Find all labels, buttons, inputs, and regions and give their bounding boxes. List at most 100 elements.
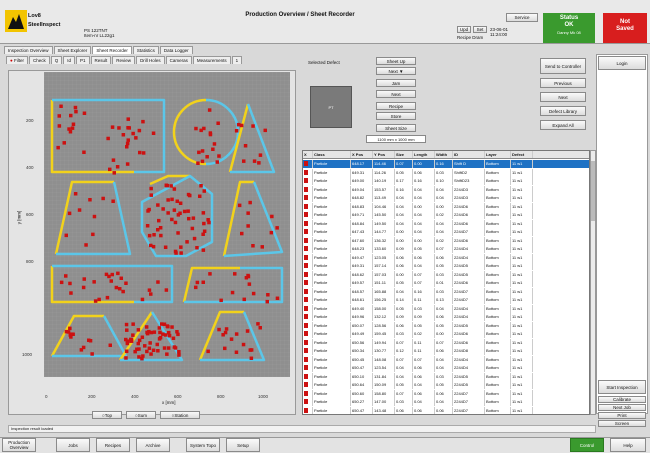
defect-marker[interactable] (192, 236, 197, 241)
defect-marker[interactable] (146, 209, 150, 213)
defect-marker[interactable] (158, 226, 163, 230)
defect-marker[interactable] (202, 189, 207, 193)
defect-marker[interactable] (159, 233, 163, 238)
defect-marker[interactable] (116, 271, 120, 276)
table-row[interactable]: Particle 649.57 151.11 0.05 0.07 0.01 2244D6 Bo… (303, 279, 589, 287)
defect-marker[interactable] (199, 128, 203, 133)
defect-marker[interactable] (93, 299, 98, 303)
defect-marker[interactable] (178, 201, 183, 206)
view-station-button[interactable]: ○ Station (160, 411, 200, 419)
defect-marker[interactable] (157, 218, 161, 223)
jam-button[interactable]: Jam (376, 79, 416, 87)
table-row[interactable]: Particle 649.71 145.50 0.04 0.04 0.02 2244D6 Bo… (303, 211, 589, 219)
tab-statistics[interactable]: Statistics (132, 46, 159, 54)
defect-marker[interactable] (217, 154, 221, 158)
defect-marker[interactable] (62, 141, 67, 145)
defect-marker[interactable] (160, 322, 164, 326)
start-inspection-button[interactable]: Start Inspection (598, 380, 646, 394)
sheet-up-button[interactable]: Sheet Up (376, 57, 416, 65)
defect-marker[interactable] (202, 126, 206, 131)
defect-marker[interactable] (260, 245, 265, 249)
subtab-cameras[interactable]: Cameras (165, 56, 192, 64)
defect-marker[interactable] (69, 335, 73, 339)
send-to-controller-button[interactable]: Send to Controller (540, 58, 586, 74)
defect-marker[interactable] (174, 251, 178, 255)
defect-marker[interactable] (59, 104, 63, 109)
subtab-review[interactable]: Review (112, 56, 136, 64)
defect-marker[interactable] (145, 349, 149, 354)
defect-marker[interactable] (187, 216, 191, 221)
defect-marker[interactable] (212, 142, 217, 146)
table-row[interactable]: Particle 650.56 149.94 0.07 0.11 0.07 2244D6 Bo… (303, 338, 589, 347)
next-page-button[interactable]: Next (540, 92, 586, 102)
defect-marker[interactable] (241, 342, 246, 347)
defect-marker[interactable] (101, 196, 105, 201)
defect-marker[interactable] (147, 329, 151, 334)
table-row[interactable]: Particle 650.47 123.54 0.04 0.06 0.04 2244D4 Bo… (303, 364, 589, 372)
defect-marker[interactable] (230, 290, 235, 295)
defect-marker[interactable] (131, 322, 135, 326)
defect-marker[interactable] (217, 327, 221, 332)
defect-marker[interactable] (275, 296, 280, 301)
table-row[interactable]: Particle 649.31 157.14 0.06 0.04 0.05 2244D5 Bo… (303, 262, 589, 270)
help-button[interactable]: Help (610, 438, 646, 452)
table-row[interactable]: Particle 650.27 147.00 0.03 0.04 0.04 2244D7 Bo… (303, 398, 589, 406)
defect-marker[interactable] (173, 220, 178, 225)
nav-system-topo[interactable]: System Topo (186, 438, 220, 452)
nav-jobs[interactable]: Jobs (56, 438, 90, 452)
defect-marker[interactable] (143, 344, 147, 348)
defect-marker[interactable] (244, 276, 249, 280)
not-saved-badge[interactable]: Not Saved (603, 13, 647, 43)
defect-marker[interactable] (81, 345, 86, 350)
defect-marker[interactable] (165, 352, 169, 356)
defect-marker[interactable] (201, 248, 206, 252)
defect-marker[interactable] (216, 121, 220, 126)
defect-marker[interactable] (92, 280, 96, 284)
defect-marker[interactable] (149, 186, 153, 191)
defect-marker[interactable] (110, 125, 115, 129)
defect-marker[interactable] (67, 211, 72, 216)
defect-marker[interactable] (170, 197, 174, 202)
table-row[interactable]: Particle 649.96 132.12 0.09 0.09 0.06 2244D4 Bo… (303, 313, 589, 321)
screen-button[interactable]: Screen (598, 420, 646, 427)
print-button[interactable]: Print (598, 412, 646, 419)
defect-marker[interactable] (170, 325, 174, 329)
defect-marker[interactable] (195, 280, 200, 285)
defect-marker[interactable] (215, 160, 220, 164)
nav-production-overview[interactable]: Production Overview (2, 438, 36, 452)
defect-marker[interactable] (147, 233, 152, 238)
subtab-q[interactable]: Q (50, 56, 63, 64)
table-row[interactable]: Particle 648.83 104.46 0.04 0.00 0.00 2244D6 Bo… (303, 202, 589, 211)
defect-marker[interactable] (119, 276, 124, 281)
defect-marker[interactable] (107, 274, 111, 279)
defect-marker[interactable] (249, 348, 254, 352)
defect-marker[interactable] (156, 280, 160, 284)
login-button[interactable]: Login (598, 56, 646, 70)
defect-marker[interactable] (152, 233, 156, 237)
defect-marker[interactable] (69, 291, 73, 295)
set-button[interactable]: Set (473, 26, 487, 33)
defect-marker[interactable] (81, 285, 86, 290)
defect-marker[interactable] (144, 325, 149, 329)
defect-marker[interactable] (149, 352, 153, 356)
defect-marker[interactable] (125, 162, 130, 166)
defect-marker[interactable] (68, 281, 72, 286)
defect-marker[interactable] (135, 347, 139, 352)
defect-marker[interactable] (270, 214, 274, 219)
defect-marker[interactable] (114, 285, 119, 290)
defect-marker[interactable] (242, 297, 247, 302)
subtab-measurements[interactable]: Measurements (192, 56, 231, 64)
defect-library-button[interactable]: Defect Library (540, 106, 586, 116)
defect-marker[interactable] (201, 211, 206, 215)
defect-marker[interactable] (176, 231, 180, 235)
defect-marker[interactable] (252, 159, 257, 163)
defect-marker[interactable] (134, 136, 138, 140)
defect-marker[interactable] (167, 333, 172, 338)
defect-marker[interactable] (165, 183, 170, 188)
defect-marker[interactable] (124, 349, 129, 354)
table-row[interactable]: Particle 648.57 165.88 0.04 0.16 0.03 2244D7 Bo… (303, 287, 589, 296)
service-button[interactable]: Service (506, 13, 538, 22)
defect-marker[interactable] (158, 335, 163, 340)
defect-marker[interactable] (111, 199, 115, 204)
